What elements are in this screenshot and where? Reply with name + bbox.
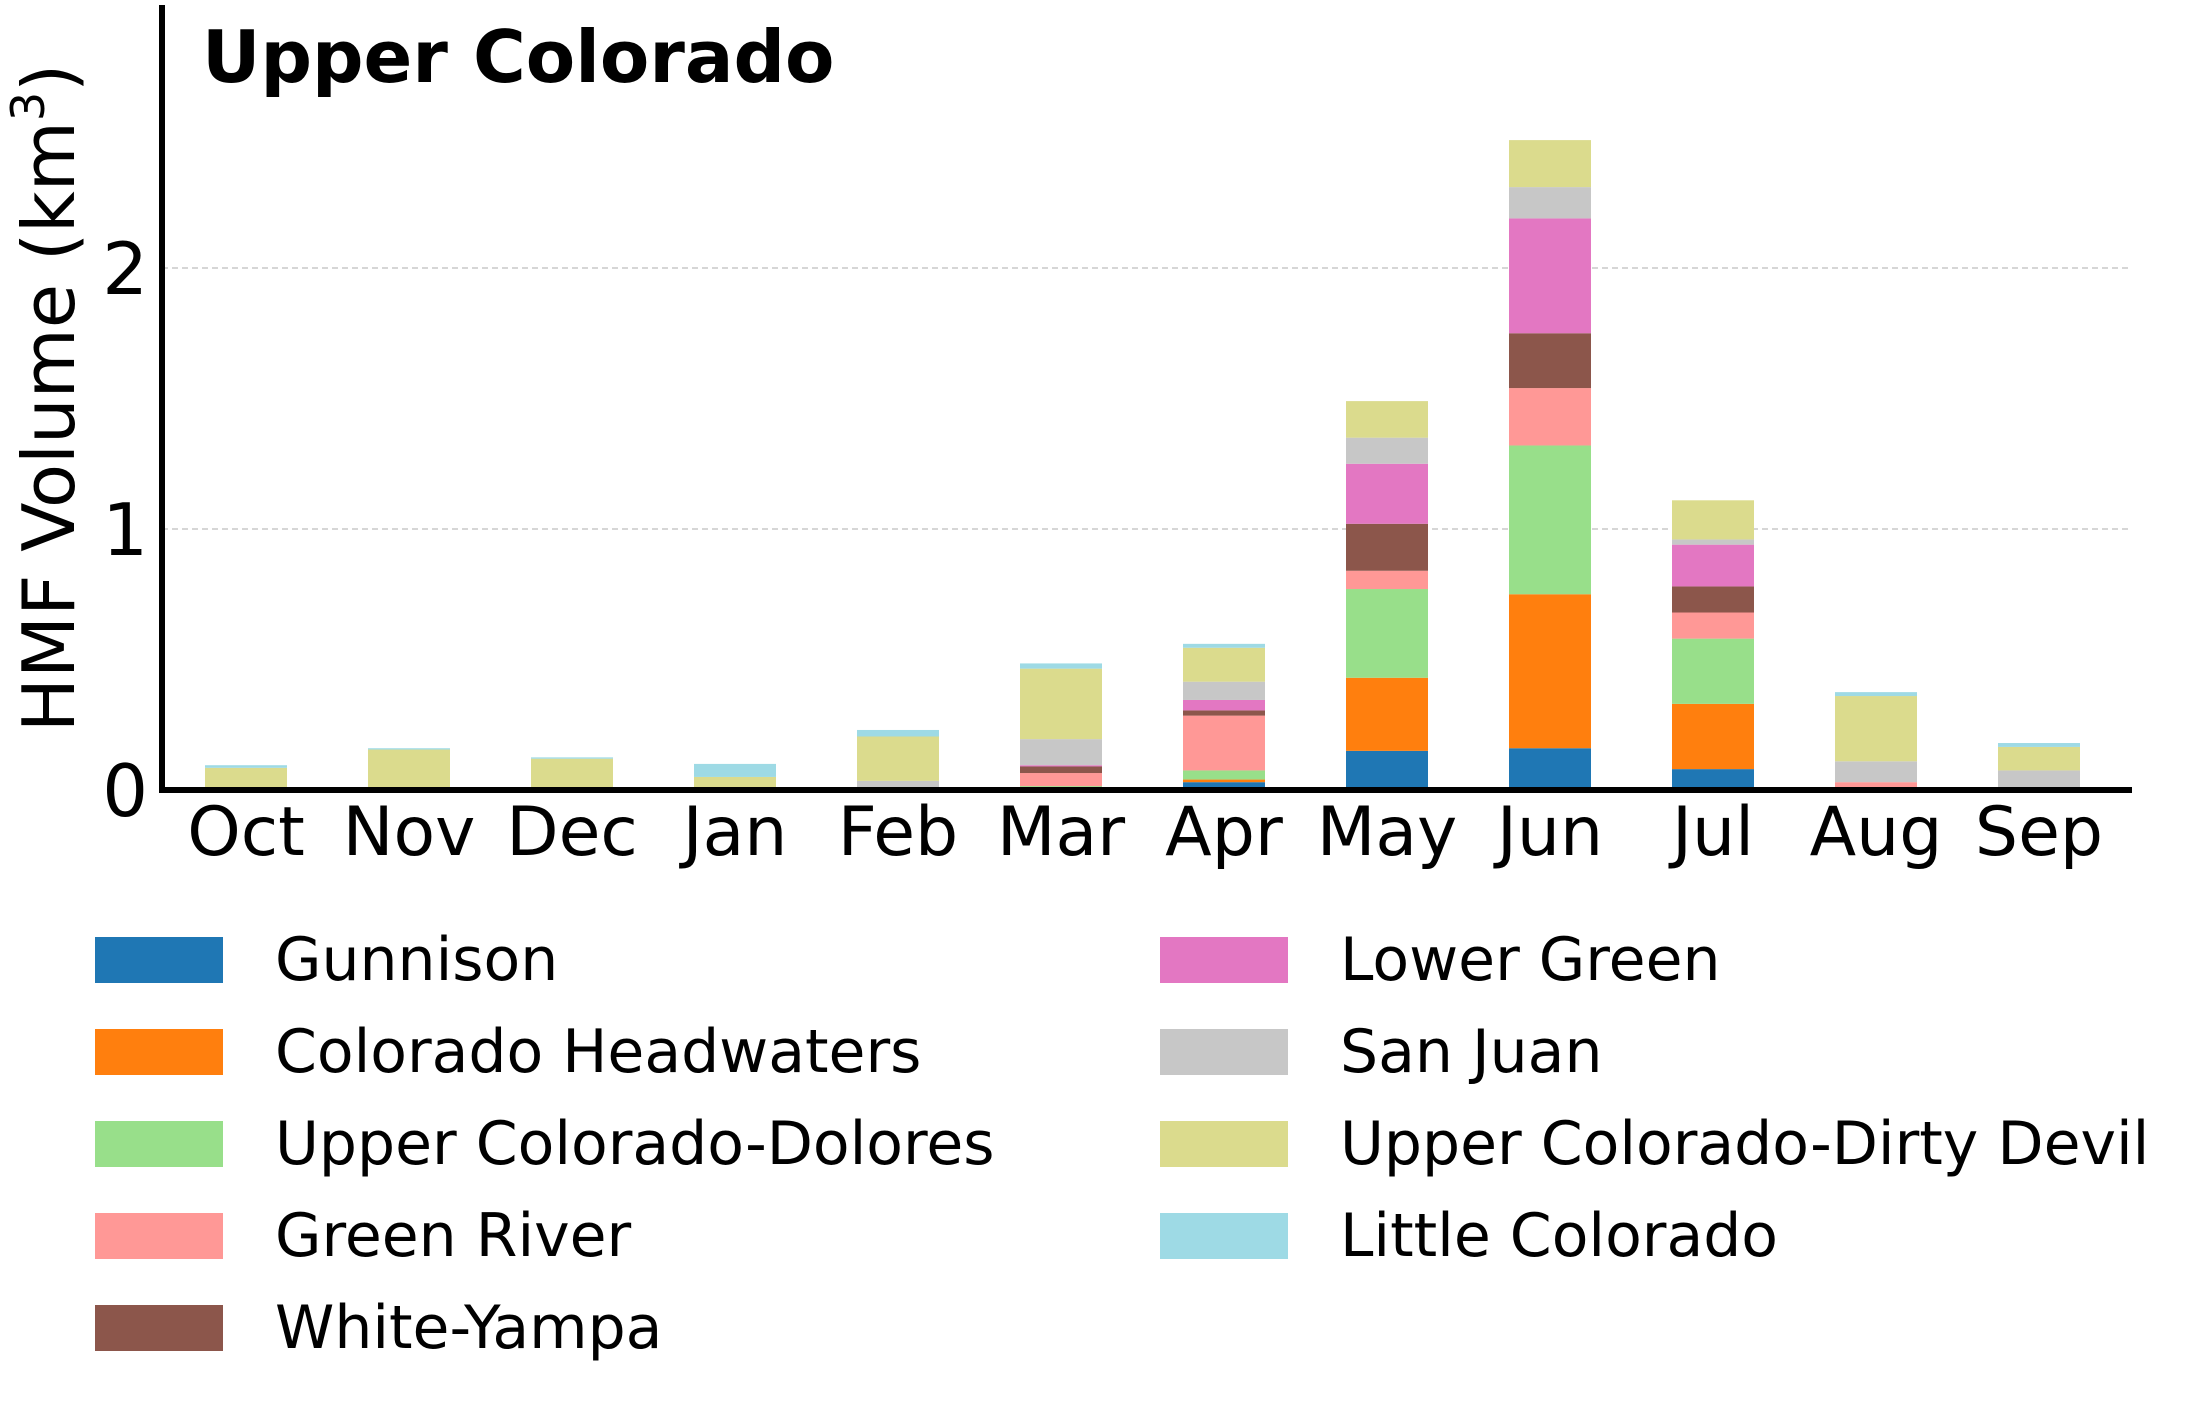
bar-segment (1183, 681, 1265, 700)
x-tick-label: Apr (1165, 793, 1283, 872)
bar-segment (1998, 743, 2080, 747)
bar-segment (1835, 692, 1917, 697)
bar-segment (1346, 677, 1428, 751)
x-tick-label: Aug (1810, 793, 1943, 872)
bar-segment (1672, 769, 1754, 790)
bars (205, 140, 2080, 790)
bar-segment (1020, 786, 1102, 788)
bar-segment (1509, 140, 1591, 188)
bar-segment (694, 763, 776, 777)
bar-segment (1509, 388, 1591, 446)
bar-segment (1346, 437, 1428, 464)
bar-segment (1672, 703, 1754, 770)
y-tick-label: 1 (102, 488, 148, 572)
y-tick-label: 0 (102, 749, 148, 833)
bar-segment (1020, 766, 1102, 774)
x-tick-label: Jan (679, 793, 788, 872)
bar-segment (1183, 715, 1265, 771)
bar-segment (205, 765, 287, 768)
bar-segment (1509, 748, 1591, 790)
gridlines (162, 267, 2128, 530)
bar-segment (1346, 570, 1428, 590)
x-tick-label: Nov (343, 793, 476, 872)
bar-segment (1020, 663, 1102, 669)
bar-segment (1672, 539, 1754, 545)
bar-segment (1509, 187, 1591, 219)
bar-segment (368, 748, 450, 750)
x-tick-label: Sep (1975, 793, 2103, 872)
bar-segment (1346, 523, 1428, 571)
bar-segment (1998, 746, 2080, 771)
bar-segment (1183, 647, 1265, 682)
y-tick-labels: 0 1 2 (102, 227, 148, 833)
x-tick-label: Dec (506, 793, 638, 872)
bar-segment (1183, 782, 1265, 790)
y-axis-label: HMF Volume (km3) (1, 64, 91, 733)
bar-segment (1672, 500, 1754, 540)
bar-segment (857, 736, 939, 781)
x-tick-label: Mar (997, 793, 1125, 872)
x-tick-label: Jul (1668, 793, 1754, 872)
axes (159, 5, 2132, 793)
bar-segment (368, 749, 450, 790)
bar-segment (1672, 612, 1754, 639)
bar-segment (1998, 770, 2080, 789)
bar-segment (531, 758, 613, 790)
x-tick-label: Feb (838, 793, 958, 872)
bar-segment (1672, 544, 1754, 587)
bar-segment (1020, 739, 1102, 766)
bar-segment (1020, 765, 1102, 767)
bar-segment (531, 757, 613, 759)
bar-segment (857, 780, 939, 789)
bar-segment (1183, 643, 1265, 648)
chart-title: Upper Colorado (202, 15, 835, 99)
bar-segment (1672, 586, 1754, 613)
bar-segment (1346, 750, 1428, 790)
bar-segment (1183, 779, 1265, 783)
bar-segment (1346, 463, 1428, 524)
bar-segment (1509, 218, 1591, 334)
bar-segment (1183, 770, 1265, 780)
bar-segment (1509, 445, 1591, 595)
bar-segment (1835, 696, 1917, 762)
bar-segment (1183, 699, 1265, 711)
bar-segment (694, 776, 776, 788)
bar-segment (1183, 710, 1265, 716)
bar-segment (1672, 638, 1754, 704)
bar-segment (857, 729, 939, 737)
bar-segment (1020, 668, 1102, 740)
x-tick-label: Jun (1493, 793, 1603, 872)
x-tick-labels: Oct Nov Dec Jan Feb Mar Apr May Jun Jul Aug Sep (187, 793, 2103, 872)
x-tick-label: May (1317, 793, 1458, 872)
bar-segment (1835, 761, 1917, 783)
bar-segment (1509, 333, 1591, 389)
bar-segment (205, 767, 287, 790)
y-tick-label: 2 (102, 227, 148, 311)
bar-segment (1020, 773, 1102, 787)
x-tick-label: Oct (187, 793, 305, 872)
bar-segment (1346, 401, 1428, 438)
bar-segment (1835, 782, 1917, 790)
bar-segment (1509, 594, 1591, 749)
bar-segment (1346, 589, 1428, 678)
